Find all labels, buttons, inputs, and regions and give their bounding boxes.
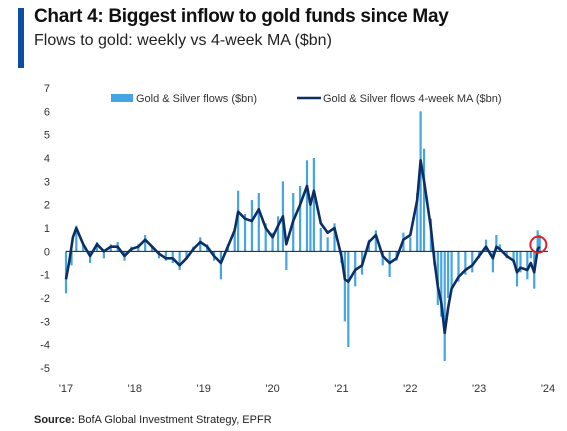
flow-bar xyxy=(299,186,302,252)
title-accent-bar xyxy=(18,8,24,68)
y-tick-label: -5 xyxy=(40,363,50,375)
x-tick-label: '21 xyxy=(334,383,348,395)
flow-bar xyxy=(491,251,495,273)
x-tick-label: '20 xyxy=(265,383,279,395)
x-tick-label: '19 xyxy=(197,383,211,395)
y-tick-label: 1 xyxy=(44,223,50,235)
x-tick-label: '22 xyxy=(403,383,417,395)
legend-line-label: Gold & Silver flows 4-week MA ($bn) xyxy=(323,93,502,105)
flow-bar xyxy=(495,235,498,252)
highlight-circle xyxy=(529,235,548,254)
flow-bar xyxy=(333,223,336,252)
chart-title: Chart 4: Biggest inflow to gold funds si… xyxy=(34,6,449,27)
flow-bar xyxy=(309,204,312,252)
y-tick-label: -4 xyxy=(40,340,50,352)
flow-bar xyxy=(276,216,280,252)
flow-bar xyxy=(443,251,446,361)
flow-bar xyxy=(457,251,460,282)
source-text: BofA Global Investment Strategy, EPFR xyxy=(78,414,272,426)
y-tick-label: -1 xyxy=(40,270,50,282)
flow-bar xyxy=(264,223,267,252)
legend-bar-swatch xyxy=(111,94,133,102)
legend-bar-label: Gold & Silver flows ($bn) xyxy=(136,93,257,105)
flow-bar xyxy=(536,230,539,252)
flow-bar xyxy=(450,251,453,289)
flow-bar xyxy=(512,251,515,263)
flow-bar xyxy=(82,244,85,252)
flow-bar xyxy=(219,251,223,280)
flow-bar xyxy=(75,225,78,252)
flow-bar xyxy=(257,193,260,252)
flow-bar xyxy=(538,235,541,252)
flow-bar xyxy=(70,251,73,266)
flow-bar xyxy=(237,190,240,252)
x-tick-label: '23 xyxy=(472,383,486,395)
y-tick-label: 4 xyxy=(44,153,50,165)
flow-bar xyxy=(271,232,274,252)
flow-bar xyxy=(185,251,188,259)
flow-bar xyxy=(464,251,467,275)
y-tick-label: -2 xyxy=(40,293,50,305)
flow-bar xyxy=(422,148,426,252)
flow-bar xyxy=(250,200,254,252)
chart-subtitle: Flows to gold: weekly vs 4-week MA ($bn) xyxy=(34,32,332,49)
flow-bar xyxy=(526,251,529,280)
flow-bar xyxy=(164,251,167,261)
source-label: Source: xyxy=(34,414,75,426)
flow-bar xyxy=(243,214,247,252)
flow-bar xyxy=(285,251,288,270)
flow-bar xyxy=(374,230,377,252)
flow-bar xyxy=(416,193,419,252)
flow-bar xyxy=(144,235,147,252)
flow-bar xyxy=(519,251,522,273)
flow-bar xyxy=(471,251,474,273)
flow-bar xyxy=(312,158,315,252)
flow-bar xyxy=(150,246,154,252)
y-tick-label: 5 xyxy=(44,130,50,142)
flow-bar xyxy=(233,228,236,252)
x-tick-label: '17 xyxy=(59,383,73,395)
source-note: Source: BofA Global Investment Strategy,… xyxy=(34,414,272,426)
flow-bar xyxy=(343,251,346,322)
flow-bar xyxy=(447,251,450,298)
flow-bar xyxy=(178,251,181,270)
y-tick-label: 0 xyxy=(44,246,50,258)
flow-bar xyxy=(419,111,422,252)
y-tick-label: 3 xyxy=(44,176,50,188)
flow-bar xyxy=(326,237,329,252)
flow-bar xyxy=(199,237,202,252)
flow-bar xyxy=(305,160,309,252)
x-tick-label: '24 xyxy=(541,383,555,395)
y-tick-label: -3 xyxy=(40,316,50,328)
flow-bar xyxy=(529,251,532,259)
flow-bar xyxy=(381,251,384,266)
flow-bar xyxy=(319,228,322,252)
flow-bar xyxy=(347,251,350,347)
flow-bar xyxy=(409,237,412,252)
flow-bar xyxy=(440,251,443,317)
y-tick-label: 6 xyxy=(44,106,50,118)
y-tick-label: 7 xyxy=(44,83,50,95)
ma-line xyxy=(64,159,541,335)
y-tick-label: 2 xyxy=(44,200,50,212)
x-tick-label: '18 xyxy=(128,383,142,395)
flow-bar xyxy=(102,251,105,259)
